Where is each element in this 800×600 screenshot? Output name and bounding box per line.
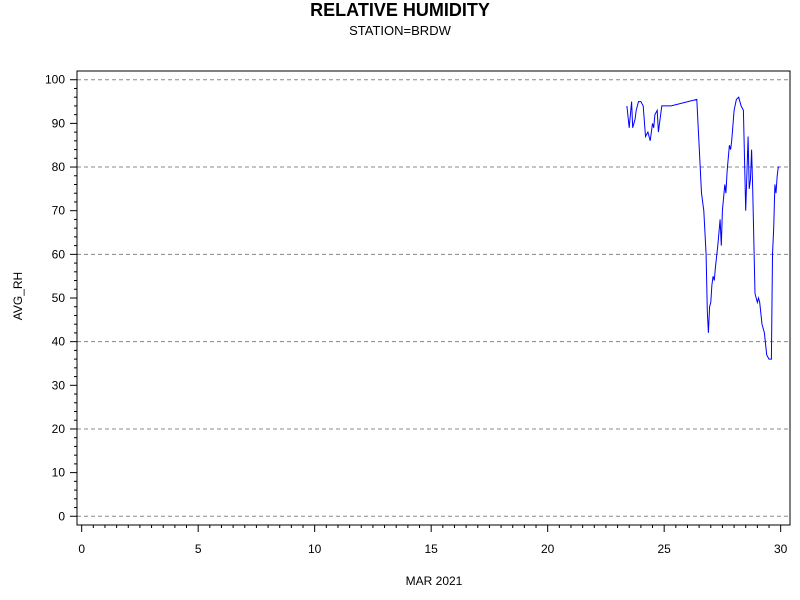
x-tick-label: 20 [541,542,555,556]
x-axis-label: MAR 2021 [406,574,463,588]
plot-frame [76,70,791,526]
y-tick-label: 60 [52,247,66,261]
y-tick-label: 90 [52,116,66,130]
x-axis: 0 5 10 15 20 25 30 [78,525,788,556]
y-tick-label: 70 [52,204,66,218]
chart-subtitle: STATION=BRDW [349,23,451,38]
grid-lines [77,79,790,517]
x-tick-label: 5 [195,542,202,556]
y-axis: 0 10 20 30 40 50 60 70 80 90 100 [45,73,77,523]
y-axis-label: AVG_RH [11,272,25,320]
x-tick-label: 10 [308,542,322,556]
chart-title: RELATIVE HUMIDITY [310,0,490,20]
series-layer [626,96,780,360]
x-tick-label: 25 [657,542,671,556]
y-tick-label: 40 [52,335,66,349]
y-tick-label: 20 [52,422,66,436]
x-tick-label: 15 [424,542,438,556]
x-tick-label: 0 [78,542,85,556]
series-line-avg-rh [626,96,780,360]
y-tick-label: 80 [52,160,66,174]
y-tick-label: 30 [52,378,66,392]
x-tick-label: 30 [774,542,788,556]
y-tick-label: 10 [52,466,66,480]
y-tick-label: 50 [52,291,66,305]
y-tick-label: 100 [45,73,65,87]
y-tick-label: 0 [58,509,65,523]
